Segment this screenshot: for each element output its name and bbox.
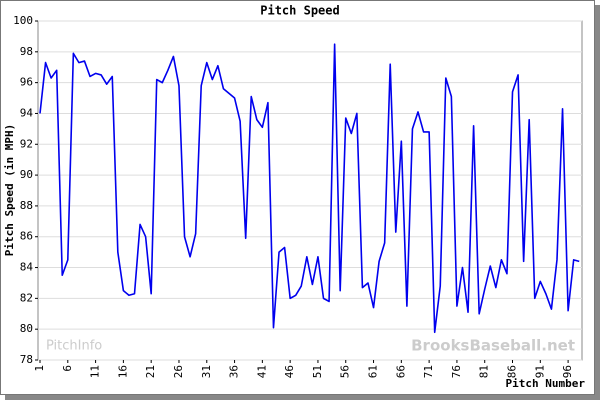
x-tick-label: 21 — [144, 365, 157, 378]
x-tick-label: 76 — [450, 365, 463, 378]
x-tick-label: 41 — [255, 365, 268, 378]
x-tick-label: 51 — [311, 365, 324, 378]
y-tick-label: 84 — [20, 261, 34, 274]
y-tick-label: 100 — [13, 14, 33, 27]
x-tick-label: 26 — [172, 365, 185, 378]
shadow — [5, 395, 600, 400]
y-tick-label: 80 — [20, 322, 33, 335]
plot-area — [37, 20, 583, 361]
x-tick-label: 1 — [33, 365, 46, 372]
x-tick-label: 66 — [394, 365, 407, 378]
y-tick-label: 92 — [20, 137, 33, 150]
watermark: PitchInfo — [46, 339, 102, 354]
x-tick-label: 61 — [367, 365, 380, 378]
y-tick-label: 96 — [20, 76, 33, 89]
y-tick-label: 86 — [20, 230, 33, 243]
y-tick-label: 98 — [20, 45, 33, 58]
y-tick-label: 94 — [20, 106, 34, 119]
y-tick-label: 82 — [20, 291, 33, 304]
line — [39, 43, 580, 334]
chart-title: Pitch Speed — [260, 4, 339, 18]
x-tick-label: 71 — [422, 365, 435, 378]
x-tick-label: 46 — [283, 365, 296, 378]
x-tick-label: 16 — [116, 365, 129, 378]
y-axis-label: Pitch Speed (in MPH) — [3, 124, 16, 256]
watermark: BrooksBaseball.net — [411, 337, 575, 355]
x-tick-label: 86 — [506, 365, 519, 378]
x-tick-label: 96 — [561, 365, 574, 378]
x-tick-label: 81 — [478, 365, 491, 378]
x-tick-label: 11 — [89, 365, 102, 378]
y-tick-label: 88 — [20, 199, 33, 212]
x-tick-label: 6 — [61, 365, 74, 372]
x-tick-label: 56 — [339, 365, 352, 378]
x-tick-label: 36 — [228, 365, 241, 378]
y-tick-label: 78 — [20, 353, 33, 366]
y-tick-label: 90 — [20, 168, 33, 181]
shadow — [595, 5, 600, 400]
x-axis-label: Pitch Number — [506, 377, 586, 390]
x-tick-label: 31 — [200, 365, 213, 378]
x-tick-label: 91 — [533, 365, 546, 378]
